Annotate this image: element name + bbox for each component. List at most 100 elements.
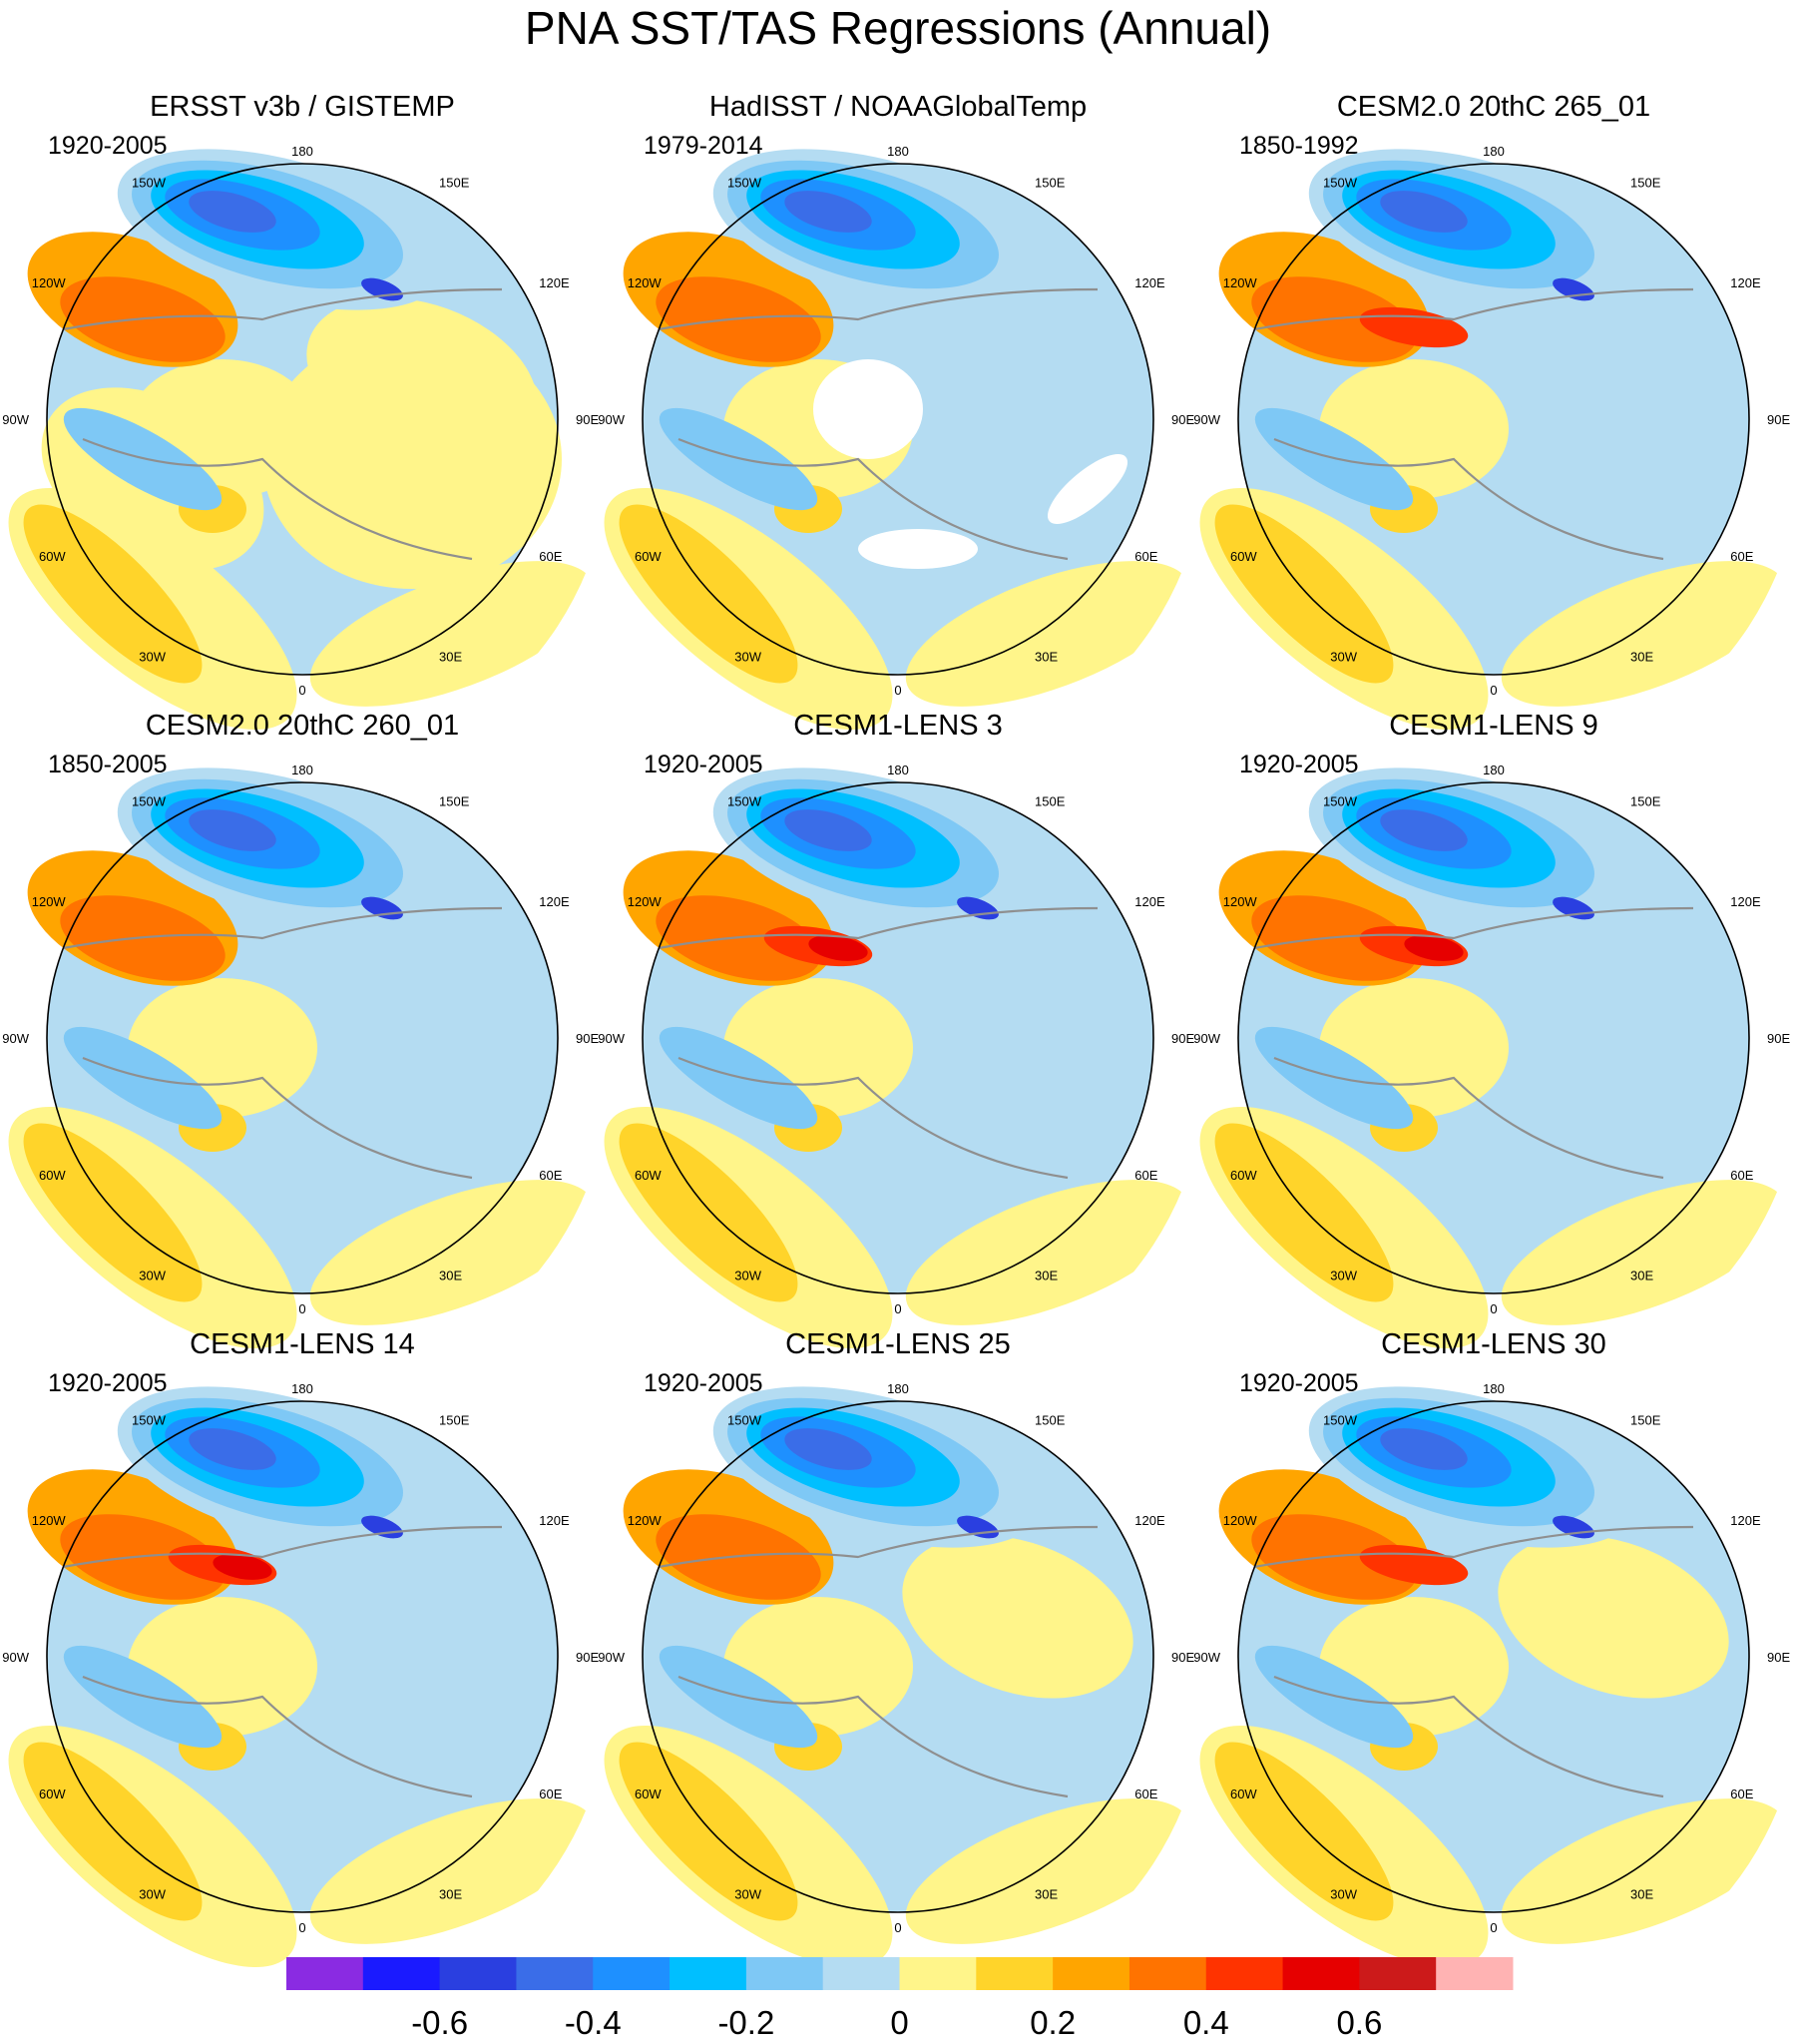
longitude-label: 180 (291, 763, 313, 777)
colorbar-swatch (362, 1957, 441, 1990)
longitude-label: 90W (598, 412, 625, 427)
longitude-label: 120E (1730, 894, 1761, 909)
longitude-label: 150W (727, 794, 762, 809)
panel: CESM1-LENS 30 1920-2005 180 150E 120E 90E 60E 3… (1193, 1328, 1790, 1968)
coastline (1273, 1675, 1664, 1798)
warm-anomaly (905, 1798, 1190, 1944)
coastline (1273, 437, 1664, 561)
longitude-label: 30E (439, 1268, 462, 1282)
coastline (82, 437, 473, 561)
anomaly-region (902, 1535, 1133, 1699)
missing-data (813, 359, 923, 459)
longitude-label: 0 (1490, 683, 1497, 698)
panel-period: 1920-2005 (1239, 751, 1359, 778)
longitude-label: 60W (635, 549, 662, 564)
coastline (677, 437, 1069, 561)
warm-anomaly (1214, 504, 1394, 684)
warm-anomaly (1501, 1798, 1786, 1944)
cold-anomaly (1380, 809, 1468, 851)
anomaly-region (306, 1535, 538, 1699)
warm-anomaly (1214, 1123, 1394, 1302)
warm-anomaly (905, 1180, 1190, 1325)
panel-title: CESM2.0 20thC 260_01 (146, 710, 459, 742)
longitude-label: 150W (1323, 176, 1358, 191)
longitude-label: 180 (1483, 763, 1505, 777)
coastline (658, 287, 1099, 331)
colorbar-tick-label: 0.4 (1183, 2004, 1229, 2041)
longitude-label: 90W (1193, 1650, 1220, 1665)
warm-anomaly (23, 1742, 203, 1921)
panel: CESM1-LENS 3 1920-2005 180 150E 120E 90E 60E 30… (598, 710, 1194, 1349)
longitude-label: 90W (1193, 1031, 1220, 1046)
longitude-label: 90W (1193, 412, 1220, 427)
longitude-label: 60W (39, 1168, 66, 1183)
longitude-label: 150W (1323, 794, 1358, 809)
panel-period: 1920-2005 (644, 751, 763, 778)
anomaly-region (1498, 916, 1729, 1080)
longitude-label: 60E (1134, 1787, 1157, 1801)
longitude-label: 30W (1330, 1268, 1357, 1282)
longitude-label: 120E (1730, 1513, 1761, 1528)
figure-title: PNA SST/TAS Regressions (Annual) (525, 2, 1271, 54)
longitude-label: 120E (539, 275, 570, 290)
longitude-label: 90E (1171, 1650, 1194, 1665)
warm-anomaly (309, 1798, 595, 1944)
warm-anomaly (23, 504, 203, 684)
colorbar-tick-label: -0.2 (717, 2004, 774, 2041)
longitude-label: 90W (598, 1650, 625, 1665)
coastline (1253, 287, 1694, 331)
colorbar-swatch (1282, 1957, 1360, 1990)
longitude-label: 0 (298, 1920, 305, 1935)
longitude-label: 90E (1767, 412, 1790, 427)
longitude-label: 60W (1230, 549, 1257, 564)
warm-anomaly (1501, 561, 1786, 707)
panel-title: CESM1-LENS 30 (1381, 1328, 1606, 1360)
longitude-label: 30W (139, 1886, 166, 1901)
map-boundary (1237, 163, 1750, 676)
longitude-label: 120W (628, 275, 663, 290)
longitude-label: 30E (439, 649, 462, 664)
coastline (82, 1675, 473, 1798)
longitude-label: 120E (539, 894, 570, 909)
panel-period: 1920-2005 (48, 1369, 168, 1397)
temperature-field (604, 1386, 1190, 1968)
panel: HadISST / NOAAGlobalTemp 1979-2014 180 150E… (598, 91, 1194, 731)
warm-anomaly (619, 1123, 798, 1302)
warm-anomaly (309, 561, 595, 707)
colorbar-tick-label: -0.4 (565, 2004, 622, 2041)
longitude-label: 120W (1223, 1513, 1258, 1528)
longitude-label: 150W (727, 176, 762, 191)
longitude-label: 180 (291, 1381, 313, 1396)
longitude-label: 90E (1171, 412, 1194, 427)
cold-anomaly (189, 191, 276, 233)
map-boundary (642, 1400, 1154, 1913)
map-boundary (46, 781, 559, 1294)
longitude-label: 60W (39, 549, 66, 564)
warm-anomaly (1404, 935, 1464, 961)
longitude-label: 60W (1230, 1168, 1257, 1183)
longitude-label: 150E (439, 176, 470, 191)
coastline (658, 1525, 1099, 1569)
map-boundary (642, 781, 1154, 1294)
longitude-label: 120W (628, 1513, 663, 1528)
panel-title: HadISST / NOAAGlobalTemp (709, 91, 1087, 123)
coastline (677, 1056, 1069, 1180)
longitude-label: 30E (1630, 649, 1653, 664)
anomaly-region (902, 916, 1133, 1080)
panel: ERSST v3b / GISTEMP 1920-2005 180 150E 120E 9… (2, 91, 599, 731)
longitude-label: 30E (1630, 1886, 1653, 1901)
panel: CESM2.0 20thC 260_01 1850-2005 180 150E 120E… (2, 710, 599, 1349)
longitude-label: 150E (1630, 1413, 1661, 1428)
temperature-field (1199, 149, 1786, 731)
longitude-label: 150E (1035, 1413, 1066, 1428)
longitude-label: 90W (2, 1031, 29, 1046)
map-boundary (1237, 1400, 1750, 1913)
longitude-label: 0 (298, 683, 305, 698)
map-boundary (642, 163, 1154, 676)
warm-anomaly (23, 1123, 203, 1302)
longitude-label: 0 (298, 1301, 305, 1316)
longitude-label: 60E (1730, 1168, 1753, 1183)
longitude-label: 90E (1767, 1650, 1790, 1665)
cold-anomaly (189, 809, 276, 851)
colorbar: -0.6 -0.4 -0.2 0 0.2 0.4 0.6 (286, 1957, 1514, 2041)
